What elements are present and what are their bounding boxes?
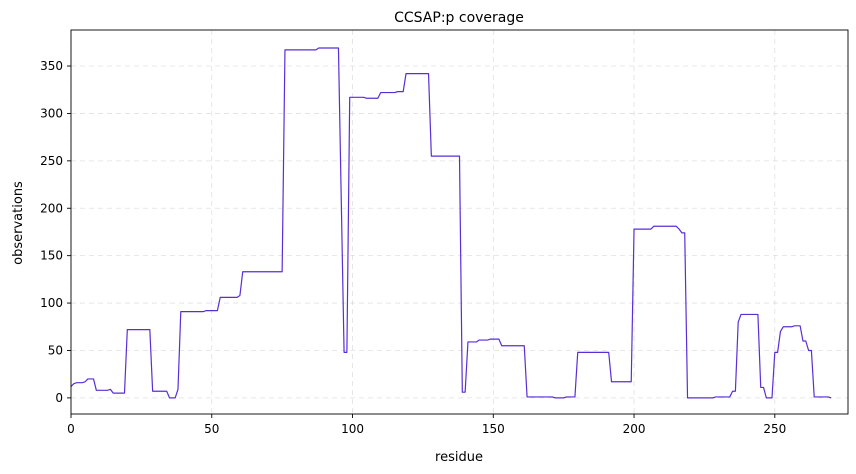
y-tick-label: 200 (40, 201, 63, 215)
x-tick-label: 100 (341, 422, 364, 436)
chart-title: CCSAP:p coverage (394, 10, 524, 26)
y-tick-label: 50 (48, 343, 63, 357)
x-tick-label: 250 (763, 422, 786, 436)
axes-layer: 0 50 100 150 200 250 0 50 100 150 200 250 300 350 (40, 29, 849, 436)
series-layer (70, 47, 832, 399)
x-tick-label: 200 (623, 422, 646, 436)
x-axis-label: residue (435, 450, 483, 465)
y-axis-label: observations (11, 181, 26, 265)
coverage-line (70, 47, 832, 399)
y-tick-label: 250 (40, 154, 63, 168)
y-tick-label: 350 (40, 59, 63, 73)
y-tick-label: 0 (55, 391, 63, 405)
grid-layer (70, 30, 848, 414)
y-tick-label: 100 (40, 296, 63, 310)
x-tick-label: 0 (67, 422, 75, 436)
x-tick-label: 50 (204, 422, 219, 436)
plot-frame (70, 29, 849, 415)
y-tick-label: 150 (40, 249, 63, 263)
x-tick-label: 150 (482, 422, 505, 436)
y-tick-label: 300 (40, 106, 63, 120)
